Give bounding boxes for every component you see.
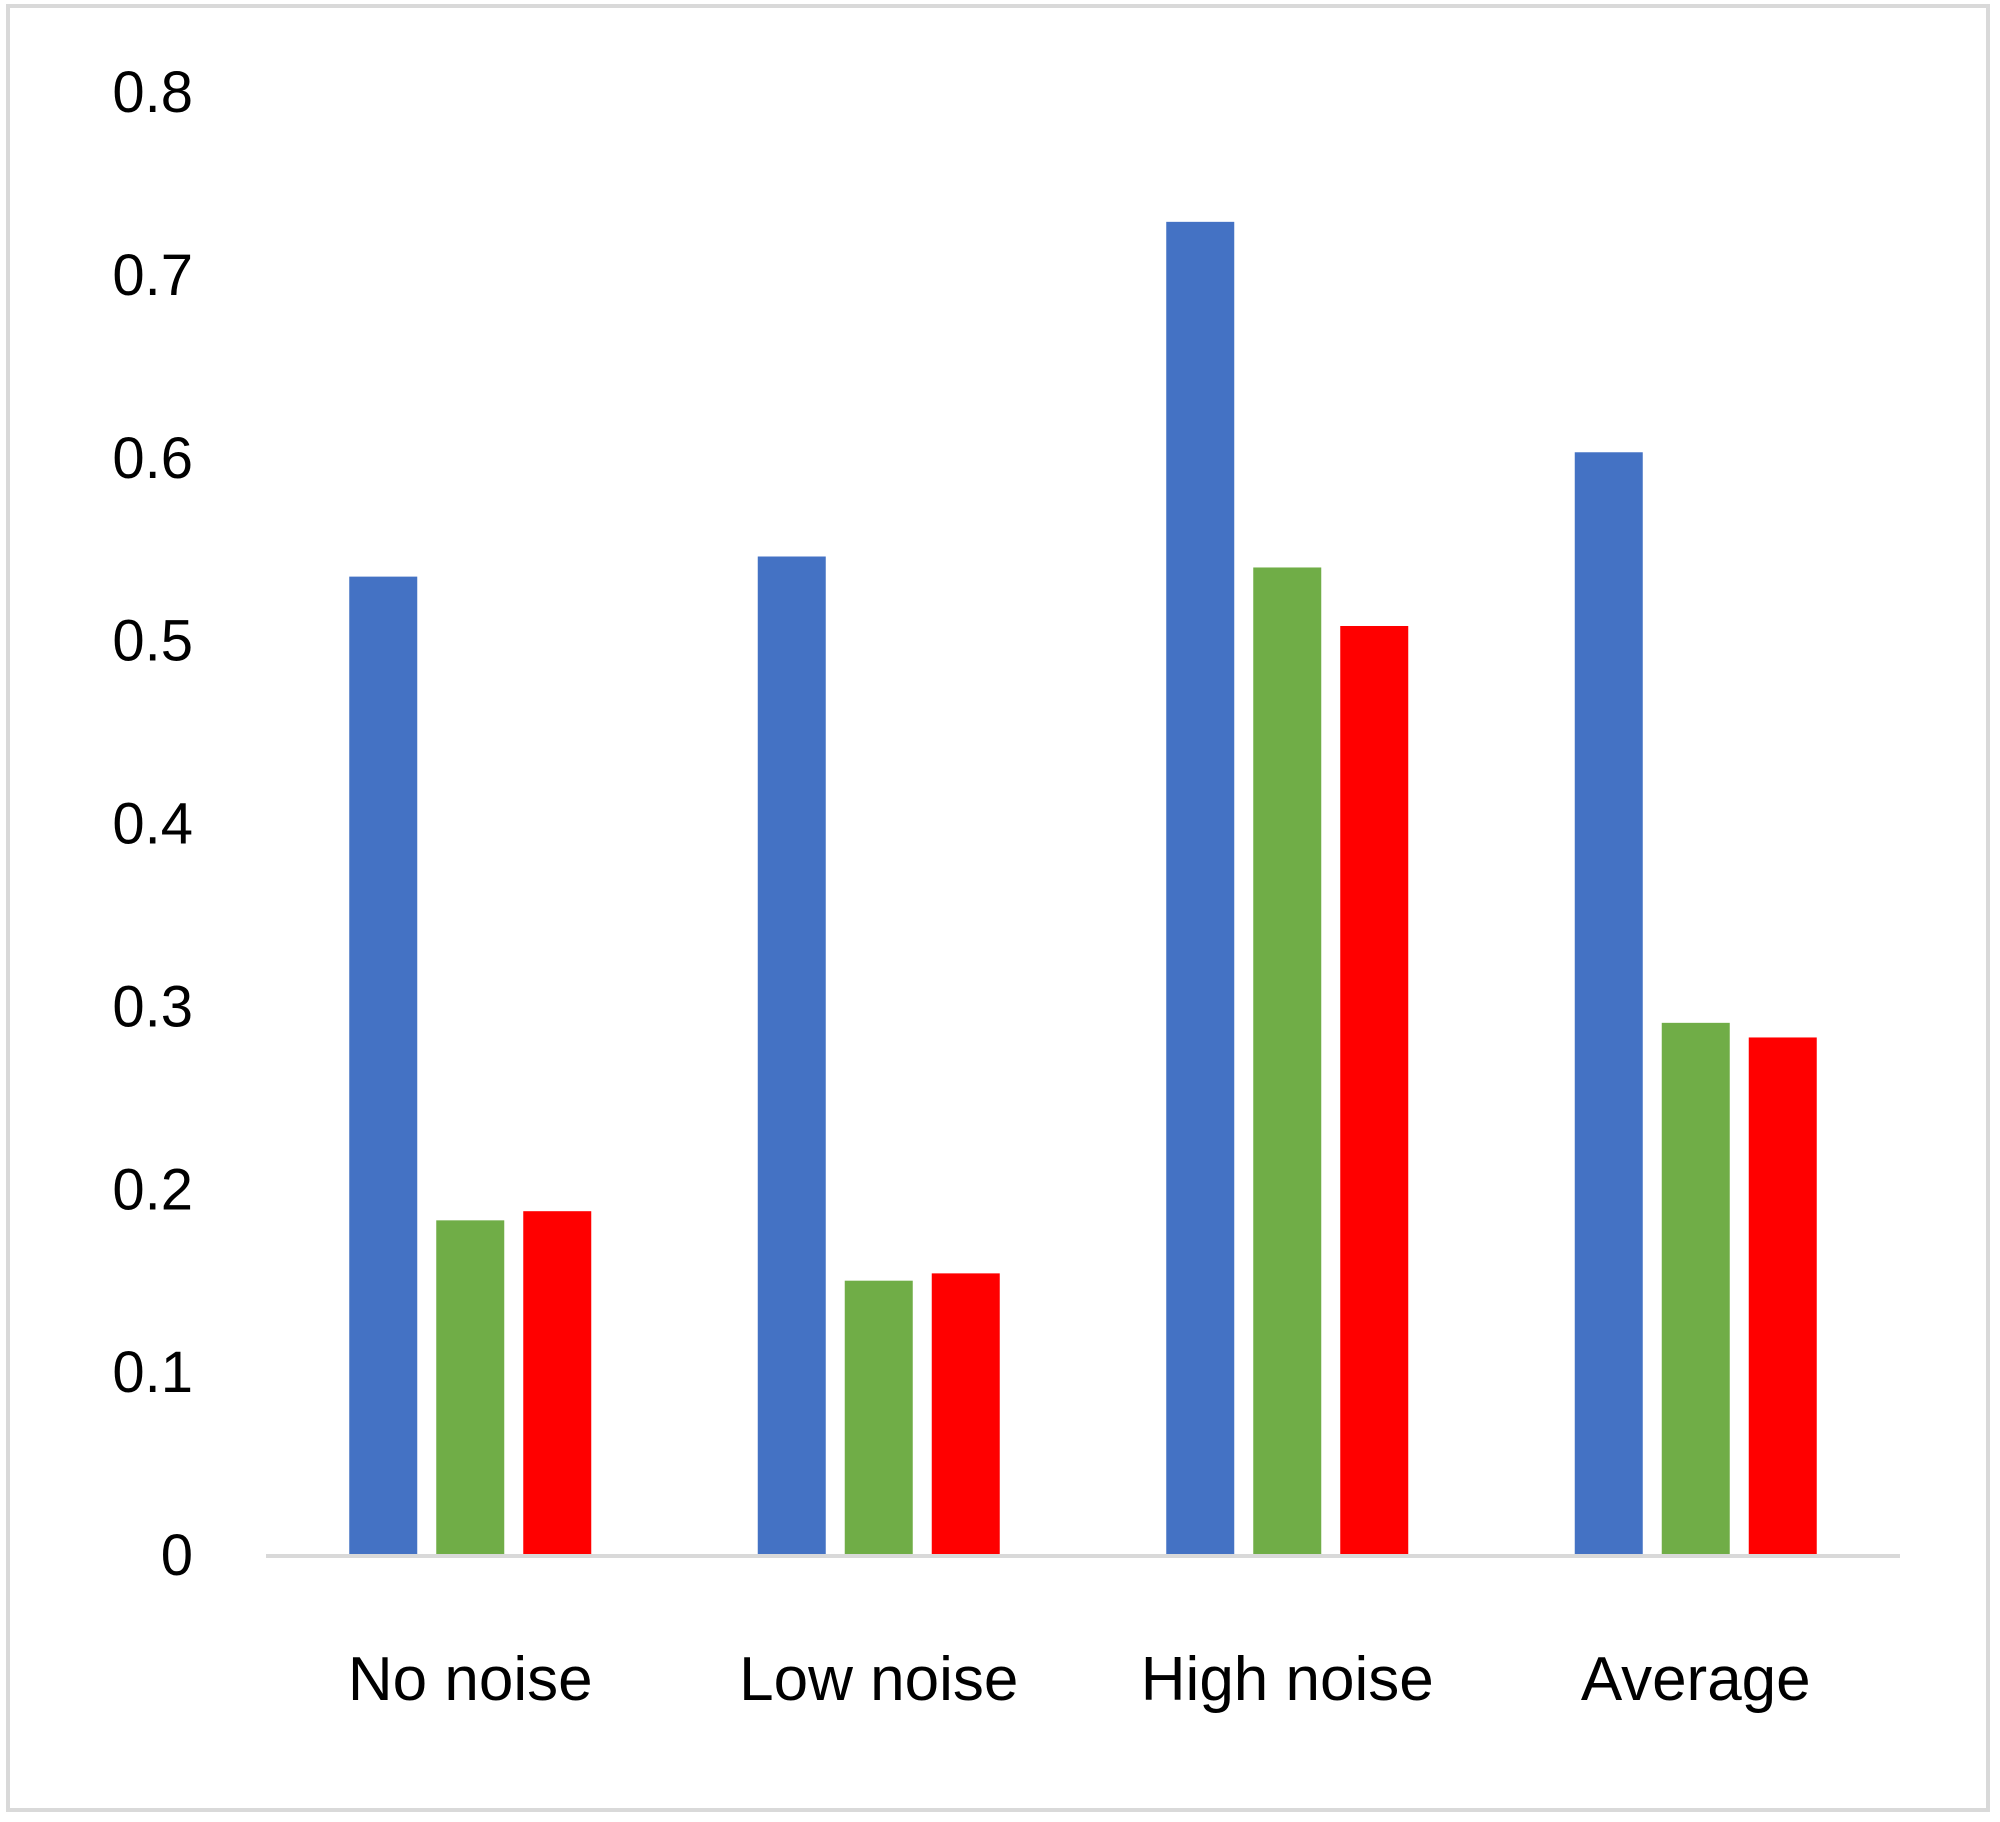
bar-series-2-no-noise bbox=[436, 1220, 505, 1555]
x-category-label: Average bbox=[1581, 1645, 1811, 1714]
bar-series-3-high-noise bbox=[1340, 625, 1409, 1555]
y-tick-label: 0 bbox=[161, 1523, 193, 1588]
x-category-label: Low noise bbox=[739, 1645, 1018, 1714]
bar-series-1-low-noise bbox=[757, 556, 826, 1555]
y-tick-label: 0.5 bbox=[112, 609, 193, 674]
y-tick-label: 0.4 bbox=[112, 792, 193, 857]
bar-series-1-average bbox=[1574, 452, 1643, 1555]
y-tick-label: 0.2 bbox=[112, 1157, 193, 1222]
y-tick-label: 0.7 bbox=[112, 243, 193, 308]
bar-series-2-low-noise bbox=[844, 1280, 913, 1555]
y-tick-label: 0.3 bbox=[112, 974, 193, 1039]
x-category-label: High noise bbox=[1141, 1645, 1434, 1714]
bar-series-2-average bbox=[1661, 1022, 1730, 1555]
y-tick-label: 0.6 bbox=[112, 426, 193, 491]
bars bbox=[349, 221, 1817, 1555]
bar-series-3-no-noise bbox=[523, 1211, 592, 1555]
bar-series-3-average bbox=[1748, 1037, 1817, 1555]
y-axis-ticks: 0 0.1 0.2 0.3 0.4 0.5 0.6 0.7 0.8 bbox=[112, 60, 193, 1588]
bar-series-1-high-noise bbox=[1166, 221, 1235, 1555]
bar-series-3-low-noise bbox=[931, 1273, 1000, 1555]
x-category-label: No noise bbox=[348, 1645, 593, 1714]
x-axis-labels: No noise Low noise High noise Average bbox=[348, 1645, 1811, 1714]
bar-series-2-high-noise bbox=[1253, 567, 1322, 1555]
y-tick-label: 0.1 bbox=[112, 1340, 193, 1405]
y-tick-label: 0.8 bbox=[112, 60, 193, 125]
bar-series-1-no-noise bbox=[349, 576, 418, 1555]
